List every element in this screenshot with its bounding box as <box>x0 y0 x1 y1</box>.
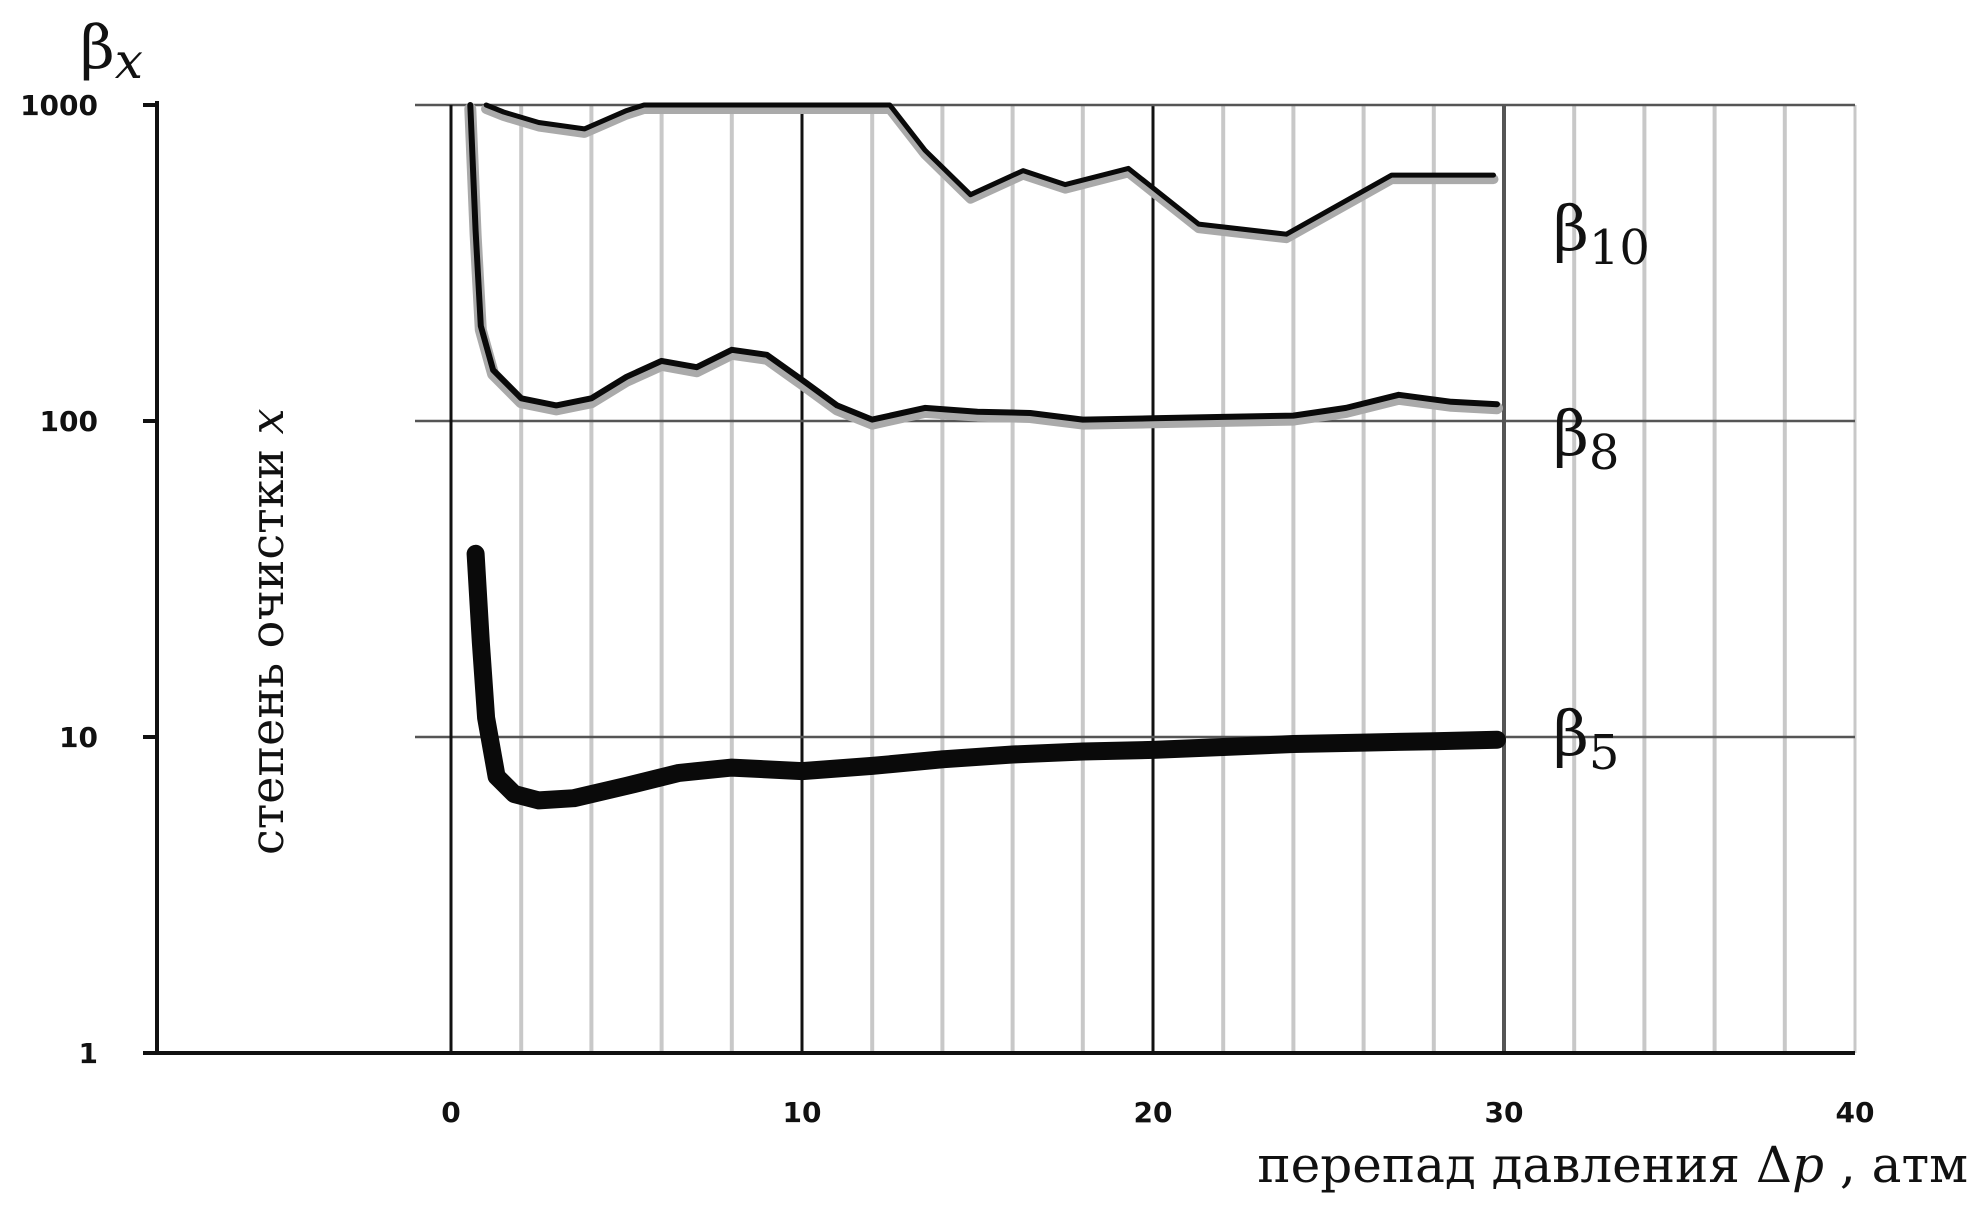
series-label: β5 <box>1553 697 1619 781</box>
y-tick-label: 100 <box>40 405 98 438</box>
y-tick-label: 10 <box>59 721 98 754</box>
series-line-shadow <box>464 103 1503 430</box>
series-label: β10 <box>1553 192 1650 276</box>
series-line <box>483 102 1496 237</box>
y-axis-label: степень очистки x <box>240 408 294 855</box>
y-tick-label: 1 <box>79 1037 98 1070</box>
series-labels: β10 β8 β5 <box>1553 192 1650 781</box>
tick-labels: 1 10 100 1000 0 10 20 30 40 <box>20 89 1874 1129</box>
series-line <box>466 544 1506 810</box>
series-line <box>467 102 1500 423</box>
grid <box>415 103 1857 1053</box>
x-tick-label: 0 <box>441 1096 460 1129</box>
y-axis-top-label: βx <box>80 13 143 90</box>
axes <box>143 101 1855 1055</box>
x-tick-label: 10 <box>783 1096 822 1129</box>
x-tick-label: 30 <box>1485 1096 1524 1129</box>
series-lines <box>464 102 1506 810</box>
series-label: β8 <box>1553 397 1619 481</box>
x-tick-label: 20 <box>1134 1096 1173 1129</box>
series-line-shadow <box>481 104 1499 244</box>
y-tick-label: 1000 <box>20 89 98 122</box>
x-axis-label: перепад давления Δp , атм <box>1257 1136 1968 1194</box>
x-tick-label: 40 <box>1836 1096 1875 1129</box>
